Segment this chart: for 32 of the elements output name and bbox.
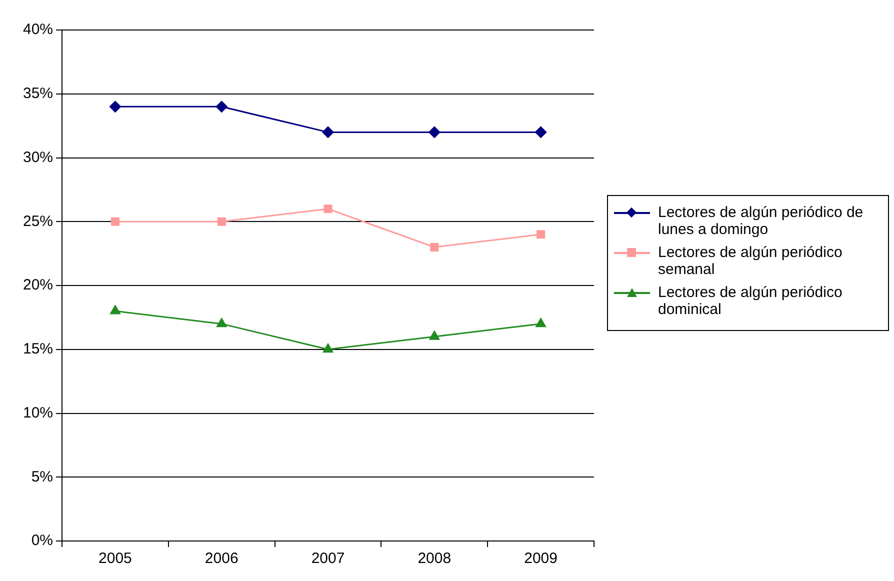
x-tick-label: 2005	[98, 550, 132, 568]
point	[536, 230, 546, 239]
point	[428, 126, 440, 138]
point	[110, 217, 120, 226]
y-tick-label: 5%	[31, 468, 54, 486]
y-tick-label: 35%	[22, 85, 54, 102]
point	[324, 204, 332, 214]
y-tick-label: 15%	[22, 340, 54, 358]
y-tick-label: 10%	[22, 404, 54, 422]
x-tick-label: 2007	[311, 550, 345, 568]
point	[536, 318, 546, 328]
point	[430, 242, 439, 252]
x-tick-label: 2008	[418, 550, 452, 568]
y-tick-label: 20%	[22, 276, 54, 294]
point	[429, 330, 440, 340]
point	[322, 126, 334, 138]
legend-label: Lectores de algún periódico dominical	[658, 284, 844, 318]
point	[216, 318, 227, 328]
legend-label: Lectores de algún periódico semanal	[658, 244, 844, 278]
y-tick-label: 25%	[22, 212, 54, 230]
point	[216, 100, 228, 112]
point	[322, 344, 334, 353]
y-tick-label: 30%	[22, 148, 54, 166]
x-tick-label: 2009	[524, 550, 558, 568]
x-tick-label: 2006	[204, 550, 238, 568]
point	[109, 100, 121, 112]
y-tick-label: 0%	[31, 532, 54, 550]
legend-label: Lectores de algún periódico de lunes a domingo	[658, 204, 864, 238]
point	[217, 217, 226, 226]
point	[110, 305, 120, 314]
y-tick-label: 40%	[22, 21, 54, 38]
point	[535, 126, 547, 138]
